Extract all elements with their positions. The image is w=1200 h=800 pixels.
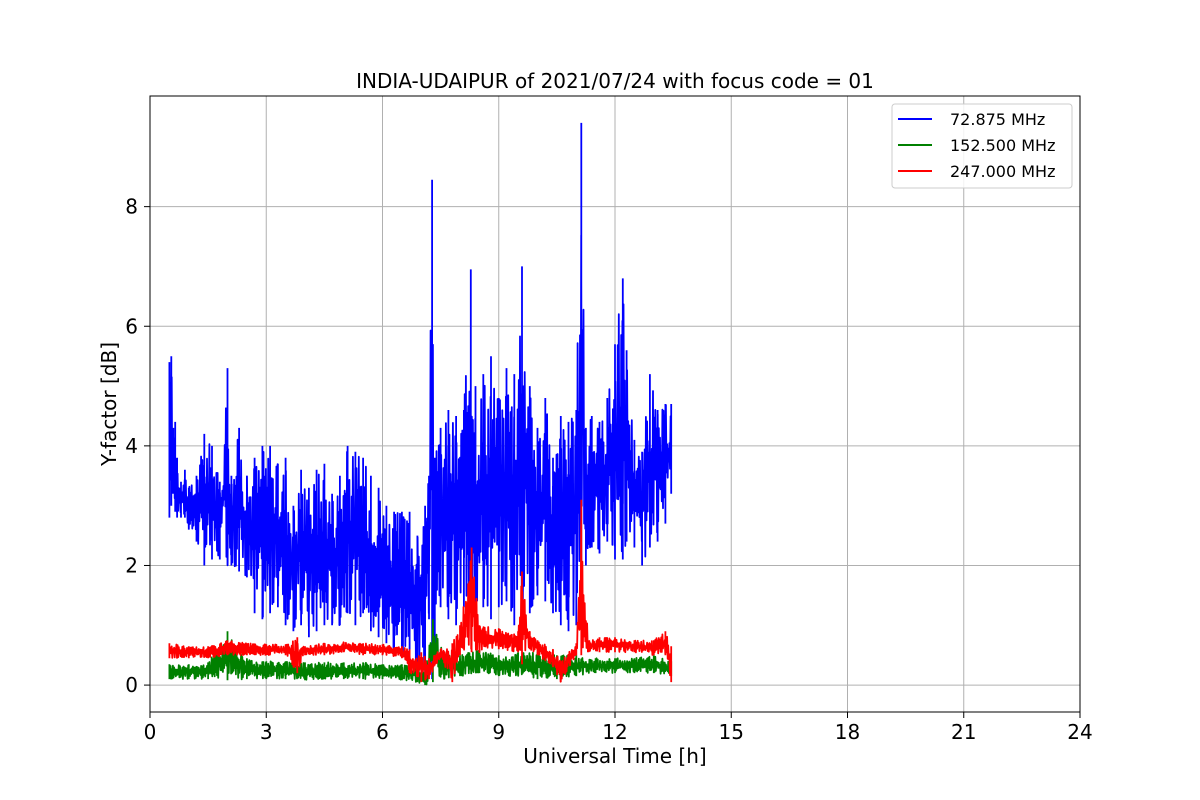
x-tick-label: 21 <box>951 720 976 744</box>
legend-label: 72.875 MHz <box>950 110 1045 129</box>
y-axis-label: Y-factor [dB] <box>97 342 121 467</box>
y-tick-label: 6 <box>125 314 138 338</box>
y-tick-label: 8 <box>125 195 138 219</box>
y-tick-label: 2 <box>125 553 138 577</box>
x-tick-label: 15 <box>719 720 744 744</box>
x-tick-label: 6 <box>376 720 389 744</box>
series-line-2 <box>168 499 673 683</box>
legend-label: 152.500 MHz <box>950 136 1055 155</box>
series-layer <box>168 122 673 686</box>
x-tick-label: 12 <box>602 720 627 744</box>
x-axis: 0 3 6 9 12 15 18 21 24 <box>144 712 1093 744</box>
legend: 72.875 MHz 152.500 MHz 247.000 MHz <box>891 103 1073 189</box>
legend-box <box>891 103 1073 189</box>
x-tick-label: 24 <box>1067 720 1092 744</box>
chart-title: INDIA-UDAIPUR of 2021/07/24 with focus c… <box>356 69 874 93</box>
series-line-0 <box>168 122 673 680</box>
y-tick-label: 0 <box>125 673 138 697</box>
y-tick-label: 4 <box>125 434 138 458</box>
x-tick-label: 9 <box>492 720 505 744</box>
x-axis-label: Universal Time [h] <box>523 744 706 768</box>
x-tick-label: 18 <box>835 720 860 744</box>
y-axis: 0 2 4 6 8 <box>125 195 150 697</box>
legend-label: 247.000 MHz <box>950 162 1055 181</box>
x-tick-label: 3 <box>260 720 273 744</box>
x-tick-label: 0 <box>144 720 157 744</box>
